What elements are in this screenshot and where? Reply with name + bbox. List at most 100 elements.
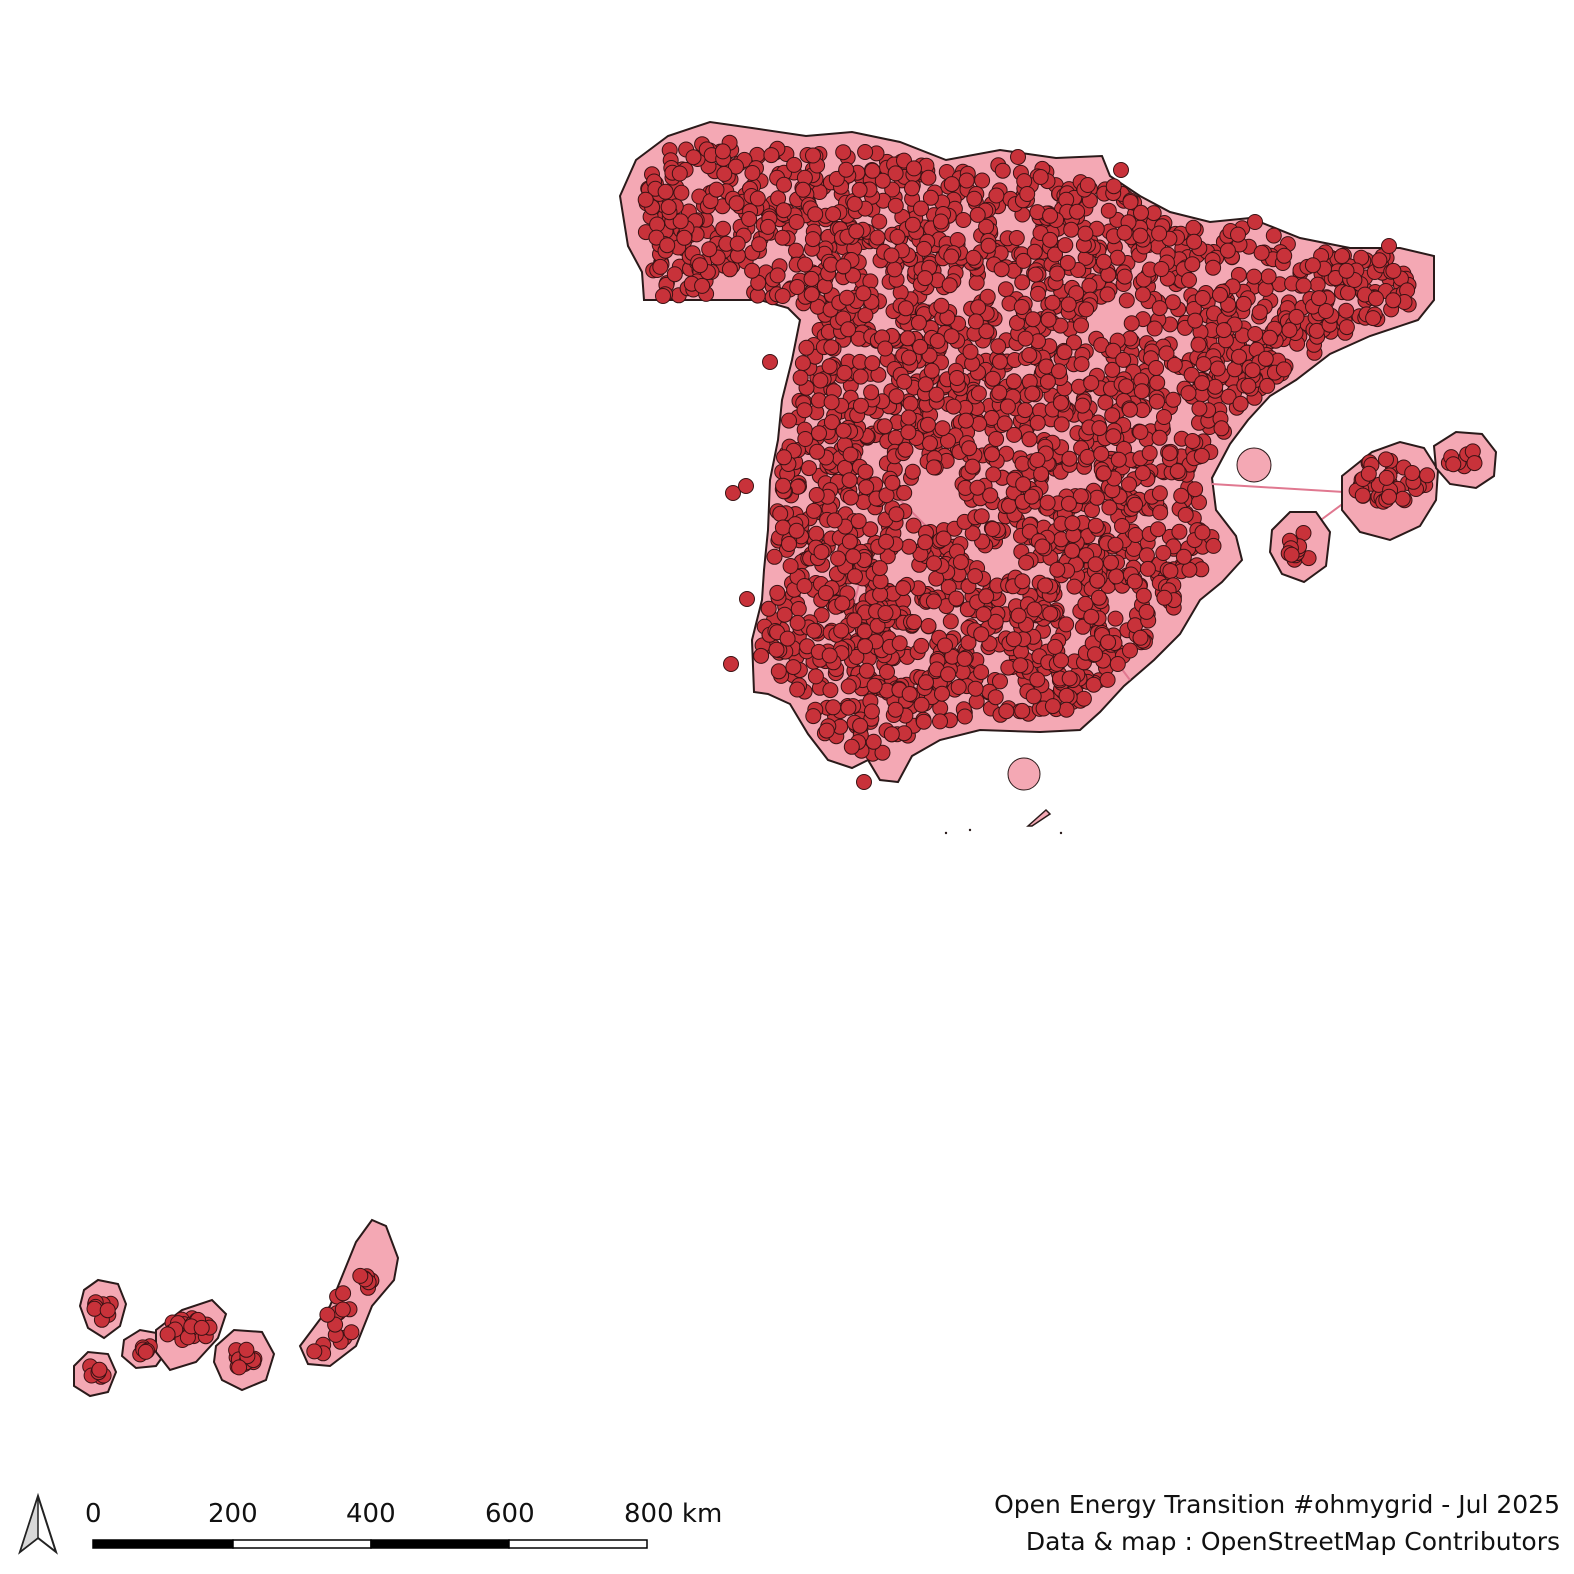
substation-point	[1260, 268, 1277, 285]
substation-point	[1261, 329, 1278, 346]
substation-point	[900, 424, 917, 441]
substation-point	[984, 370, 1001, 387]
substation-point	[1064, 542, 1081, 559]
substation-point	[774, 288, 791, 304]
substation-point	[993, 261, 1010, 278]
substation-point	[1053, 416, 1070, 433]
substation-point	[1122, 401, 1138, 418]
substation-point	[838, 161, 855, 178]
substation-point	[776, 606, 793, 623]
substation-point	[895, 580, 912, 597]
scale-segment-3	[370, 1539, 510, 1549]
substation-point	[1187, 312, 1204, 329]
substation-point	[1338, 302, 1355, 319]
substation-point	[866, 677, 883, 694]
substation-point	[1040, 311, 1057, 328]
substation-point	[874, 744, 891, 761]
substation-point	[1109, 249, 1126, 266]
substation-point	[1311, 290, 1327, 307]
substation-point	[847, 568, 863, 585]
substation-point	[1010, 607, 1027, 624]
substation-point	[855, 285, 872, 302]
substation-point	[928, 386, 945, 403]
substation-point	[992, 673, 1008, 690]
substation-point	[728, 195, 745, 212]
scale-label-800: 800 km	[624, 1499, 723, 1529]
scale-segment-2	[232, 1539, 372, 1549]
substation-point	[789, 614, 806, 631]
substation-point	[805, 502, 822, 519]
substation-point	[965, 249, 982, 266]
substation-point	[940, 666, 957, 683]
substation-point	[821, 358, 838, 375]
substation-point	[769, 267, 786, 284]
substation-point	[1059, 254, 1076, 271]
substation-point	[984, 521, 1001, 537]
substation-point	[877, 340, 894, 357]
substation-point	[818, 722, 835, 739]
substation-point	[335, 1285, 352, 1302]
substation-point	[1126, 573, 1143, 590]
substation-point	[1039, 494, 1056, 511]
substation-point	[1155, 545, 1172, 561]
substation-point	[1105, 178, 1122, 195]
substation-point	[1354, 487, 1371, 504]
substation-point	[943, 248, 960, 265]
substation-point	[932, 213, 949, 230]
substation-point	[1123, 315, 1140, 332]
substation-point	[1053, 394, 1069, 411]
substation-point	[966, 190, 983, 207]
substation-point	[1061, 450, 1078, 467]
substation-point	[1027, 266, 1044, 283]
substation-point	[1064, 515, 1081, 532]
substation-point	[1099, 671, 1116, 688]
isolated-buffer-east	[1236, 447, 1272, 483]
substation-point	[1205, 259, 1222, 276]
substation-point	[994, 162, 1011, 179]
substation-point	[1334, 248, 1350, 264]
substation-point	[1113, 162, 1129, 178]
substation-point	[744, 262, 761, 279]
substation-point	[760, 600, 777, 617]
substation-point	[1194, 375, 1211, 392]
substation-point	[833, 622, 850, 639]
substation-point	[1132, 227, 1149, 244]
substation-point	[1061, 670, 1078, 687]
substation-point	[1213, 420, 1230, 437]
substation-point	[896, 373, 913, 390]
substation-point	[904, 180, 920, 197]
substation-point	[1033, 466, 1050, 482]
substation-point	[1240, 377, 1257, 394]
substation-point	[925, 593, 942, 610]
substation-point	[762, 354, 778, 370]
substation-point	[794, 355, 811, 372]
substation-point	[1049, 265, 1066, 282]
substation-point	[805, 147, 821, 164]
substation-point	[1014, 274, 1031, 291]
substation-point	[884, 474, 901, 491]
substation-point	[1013, 299, 1030, 315]
substation-point	[1257, 350, 1274, 367]
substation-point	[1231, 348, 1247, 365]
substation-point	[1209, 360, 1226, 377]
substation-point	[904, 463, 921, 480]
substation-point	[1151, 429, 1168, 446]
scale-label-200: 200	[208, 1499, 258, 1529]
substation-point	[1295, 277, 1312, 294]
substation-point	[1017, 330, 1034, 347]
substation-point	[1077, 225, 1094, 242]
substation-point	[660, 199, 677, 215]
substation-point	[1008, 230, 1025, 246]
substation-point	[943, 176, 960, 193]
substation-point	[851, 181, 868, 198]
substation-point	[835, 144, 852, 161]
substation-point	[835, 422, 852, 439]
substation-point	[671, 165, 688, 182]
substation-point	[978, 588, 995, 605]
substation-point	[1138, 603, 1155, 620]
substation-point	[1042, 231, 1059, 248]
scale-label-600: 600	[485, 1499, 535, 1529]
substation-point	[850, 513, 867, 530]
substation-point	[1288, 308, 1305, 325]
substation-point	[978, 323, 995, 340]
